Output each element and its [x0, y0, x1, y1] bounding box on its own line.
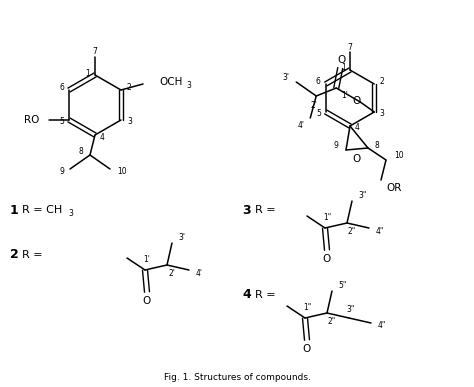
- Text: 1': 1': [144, 255, 150, 264]
- Text: 2": 2": [348, 228, 356, 236]
- Text: OCH: OCH: [159, 77, 182, 87]
- Text: 1': 1': [341, 91, 348, 101]
- Text: 4: 4: [100, 132, 105, 142]
- Text: 3: 3: [68, 209, 73, 219]
- Text: O: O: [353, 154, 361, 164]
- Text: 1: 1: [341, 62, 346, 72]
- Text: 2: 2: [10, 248, 19, 262]
- Text: R =: R =: [255, 290, 275, 300]
- Text: 6: 6: [316, 77, 321, 86]
- Text: 4: 4: [355, 123, 360, 132]
- Text: Fig. 1. Structures of compounds.: Fig. 1. Structures of compounds.: [164, 373, 310, 382]
- Text: 2": 2": [328, 317, 336, 327]
- Text: R =: R =: [255, 205, 275, 215]
- Text: 3': 3': [282, 74, 289, 82]
- Text: 4': 4': [297, 122, 304, 130]
- Text: 2: 2: [127, 84, 132, 92]
- Text: 1: 1: [85, 68, 90, 77]
- Text: 10: 10: [117, 168, 127, 176]
- Text: 4: 4: [242, 288, 251, 301]
- Text: 6: 6: [59, 84, 64, 92]
- Text: 1: 1: [10, 204, 19, 216]
- Text: 3": 3": [358, 192, 366, 200]
- Text: 8: 8: [375, 142, 380, 151]
- Text: 2': 2': [311, 101, 318, 110]
- Text: 1": 1": [323, 214, 331, 223]
- Text: 10: 10: [394, 151, 404, 161]
- Text: 5": 5": [338, 281, 346, 291]
- Text: R = CH: R = CH: [22, 205, 62, 215]
- Text: 7: 7: [347, 43, 353, 51]
- Text: RO: RO: [24, 115, 39, 125]
- Text: R =: R =: [22, 250, 43, 260]
- Text: 3: 3: [379, 110, 384, 118]
- Text: O: O: [352, 96, 360, 106]
- Text: 5: 5: [316, 110, 321, 118]
- Text: 3: 3: [242, 204, 251, 216]
- Text: 4": 4": [376, 226, 384, 236]
- Text: 2': 2': [169, 269, 175, 279]
- Text: 4": 4": [378, 322, 386, 330]
- Text: 3': 3': [178, 233, 185, 243]
- Text: OR: OR: [386, 183, 401, 193]
- Text: 5: 5: [59, 118, 64, 127]
- Text: O: O: [303, 344, 311, 354]
- Text: O: O: [143, 296, 151, 306]
- Text: 3: 3: [127, 118, 132, 127]
- Text: 1": 1": [303, 303, 311, 312]
- Text: O: O: [337, 55, 346, 65]
- Text: 3": 3": [347, 305, 355, 313]
- Text: 9: 9: [333, 142, 338, 151]
- Text: 7: 7: [92, 48, 98, 57]
- Text: 9: 9: [59, 168, 64, 176]
- Text: 2: 2: [379, 77, 384, 86]
- Text: 8: 8: [78, 147, 83, 156]
- Text: O: O: [323, 254, 331, 264]
- Text: 3: 3: [186, 80, 191, 89]
- Text: 4': 4': [196, 269, 203, 277]
